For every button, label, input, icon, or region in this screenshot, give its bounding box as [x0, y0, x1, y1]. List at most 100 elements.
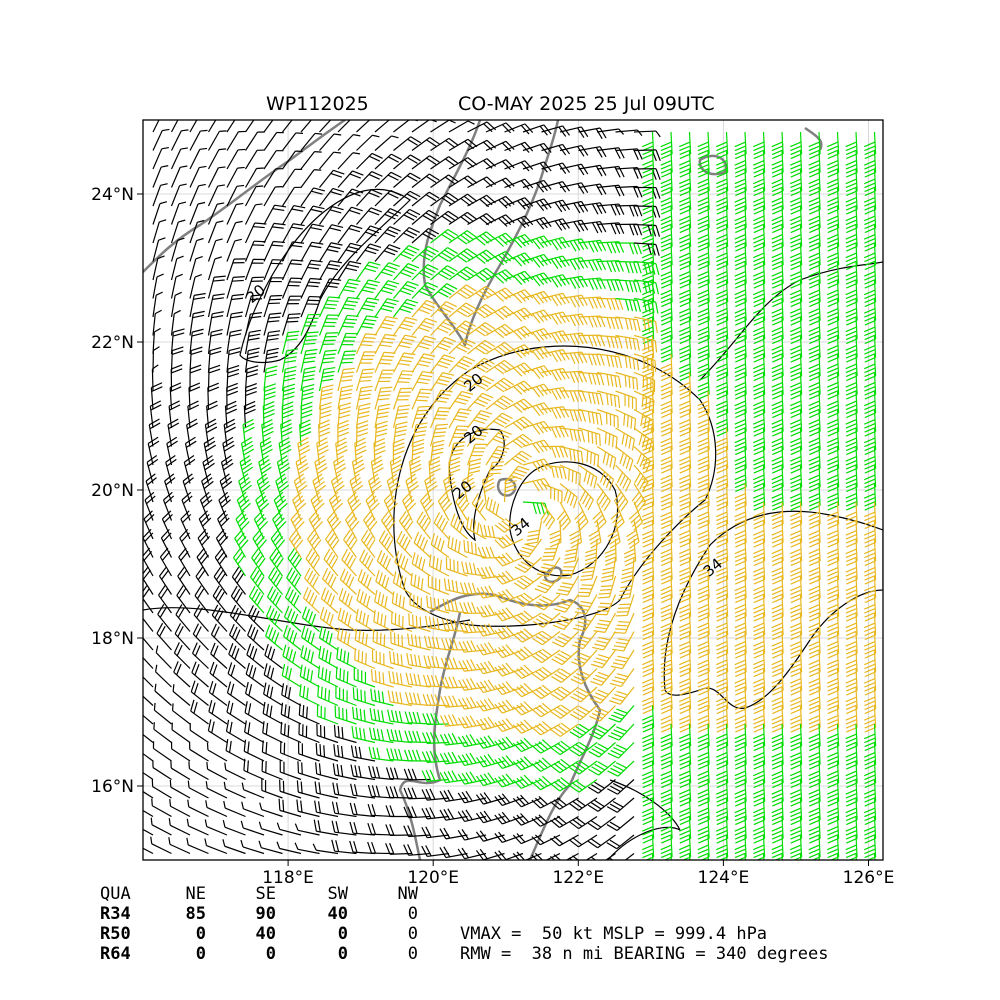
r34-se: 90: [255, 904, 276, 924]
wind-barb: [152, 219, 167, 244]
wind-barb: [855, 853, 857, 860]
wind-barb: [789, 464, 803, 493]
wind-barb: [244, 131, 265, 151]
wind-barb: [261, 759, 283, 781]
r50-nw: 0: [407, 924, 418, 944]
wind-barb: [541, 445, 569, 458]
wind-barb: [374, 135, 399, 151]
wind-barb: [494, 644, 524, 659]
wind-barb: [411, 370, 435, 392]
wind-barb: [678, 242, 692, 271]
wind-barb: [148, 418, 161, 447]
wind-barb: [401, 491, 417, 521]
wind-barb: [660, 649, 673, 678]
wind-barb: [143, 617, 154, 632]
wind-barb: [332, 763, 357, 781]
wind-barb: [771, 575, 784, 604]
wind-barb: [337, 385, 354, 410]
wind-barb: [300, 132, 323, 151]
wind-barb: [771, 612, 784, 641]
wind-barb: [641, 686, 655, 715]
wind-barb: [407, 633, 431, 651]
wind-barb: [226, 166, 245, 188]
wind-barb: [615, 390, 637, 411]
wind-barb: [445, 557, 468, 577]
wind-barb: [808, 834, 821, 860]
wind-barb: [715, 409, 729, 437]
wind-barb: [292, 491, 307, 521]
wind-barb: [789, 797, 803, 826]
wind-barb: [355, 333, 378, 355]
wind-barb: [226, 120, 236, 133]
wind-barb: [863, 483, 877, 511]
wind-barb: [319, 224, 344, 244]
wind-barb: [660, 631, 673, 659]
wind-barb: [300, 401, 313, 429]
wind-barb: [771, 335, 784, 363]
wind-barb: [387, 709, 413, 725]
wind-barb: [316, 704, 339, 725]
wind-barb: [370, 455, 384, 484]
wind-barb: [863, 316, 877, 345]
wind-barb: [485, 341, 515, 357]
wind-barb: [430, 137, 459, 152]
wind-barb: [697, 520, 710, 548]
wind-barb: [186, 418, 198, 447]
wind-barb: [531, 852, 561, 860]
wind-barb: [355, 420, 369, 447]
wind-barb: [697, 501, 710, 530]
wind-barb: [734, 631, 747, 659]
wind-barb: [263, 663, 283, 688]
wind-barb: [660, 205, 673, 234]
wind-barb: [532, 648, 561, 664]
wind-barb: [752, 612, 766, 641]
wind-barb: [338, 588, 357, 614]
wind-barb: [448, 355, 476, 373]
wind-barb: [170, 760, 191, 781]
wind-barb: [393, 172, 421, 188]
y-tick-label: 16°N: [91, 777, 134, 797]
wind-barb: [313, 819, 339, 836]
wind-barb: [789, 612, 803, 641]
wind-barb: [587, 797, 616, 812]
wind-barb: [337, 296, 360, 318]
wind-barb: [863, 224, 877, 252]
wind-barb: [448, 211, 478, 226]
wind-barb: [281, 277, 303, 299]
wind-barb: [282, 120, 293, 133]
wind-barb: [808, 150, 821, 178]
wind-barb: [318, 278, 342, 299]
wind-barb: [569, 741, 598, 757]
wind-barb: [296, 799, 320, 818]
wind-barb: [863, 427, 877, 456]
wind-barb: [596, 371, 622, 389]
wind-barb: [808, 335, 821, 363]
wind-barb: [448, 157, 478, 170]
wind-barb: [355, 297, 380, 318]
wind-barb: [374, 262, 400, 281]
wind-barb: [318, 626, 339, 651]
wind-barb: [343, 529, 358, 558]
wind-barb: [485, 445, 510, 466]
wind-barb: [789, 538, 803, 567]
wind-barb: [170, 291, 182, 318]
wind-barb: [512, 646, 542, 661]
wind-barb: [734, 779, 747, 807]
wind-barb: [328, 491, 344, 521]
wind-barb: [707, 853, 709, 860]
wind-barb: [641, 594, 655, 622]
wind-barb: [522, 327, 552, 342]
wind-barb: [771, 705, 784, 733]
wind-radii-row-r50: R50 0 40 0 0: [100, 924, 418, 944]
wind-barb: [808, 353, 821, 382]
wind-barb: [512, 851, 542, 860]
wind-barb: [863, 631, 877, 659]
wind-barb: [641, 520, 655, 548]
wind-barb: [633, 130, 661, 138]
wind-barb: [244, 701, 265, 725]
wind-barb: [265, 605, 283, 632]
wind-barb: [504, 289, 534, 304]
wind-barb: [752, 557, 766, 585]
wind-barb: [269, 548, 284, 577]
wind-barb: [660, 612, 673, 641]
